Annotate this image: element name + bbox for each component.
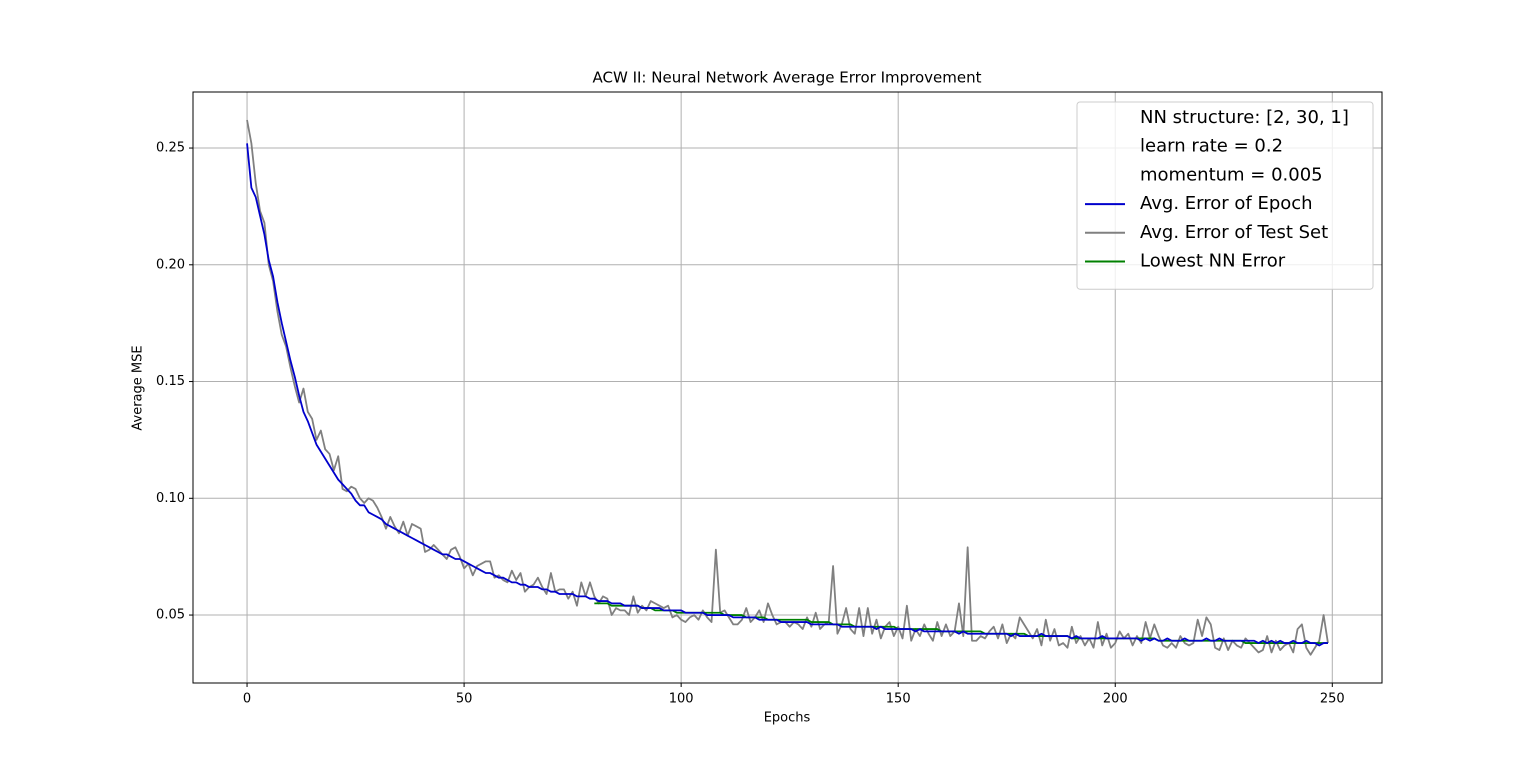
legend-box	[1076, 101, 1374, 290]
legend-note: learn rate = 0.2	[1140, 136, 1283, 157]
y-tick-label: 0.10	[156, 491, 185, 506]
legend-note: NN structure: [2, 30, 1]	[1140, 107, 1349, 128]
x-tick-label: 200	[1103, 692, 1128, 707]
x-tick-label: 50	[456, 692, 473, 707]
data-line	[246, 119, 1329, 656]
x-tick-label: 250	[1320, 692, 1345, 707]
y-axis-label: Average MSE	[131, 345, 146, 430]
legend-note: momentum = 0.005	[1140, 164, 1323, 185]
data-line	[246, 143, 1328, 647]
plot-frame	[192, 91, 1383, 684]
y-tick-label: 0.05	[156, 608, 185, 623]
y-tick-label: 0.25	[156, 141, 185, 156]
x-axis-label: Epochs	[764, 711, 811, 726]
y-tick-label: 0.20	[156, 257, 185, 272]
legend-label: Avg. Error of Epoch	[1140, 193, 1313, 214]
y-tick-label: 0.15	[156, 374, 185, 389]
chart-title: ACW II: Neural Network Average Error Imp…	[593, 69, 982, 87]
x-tick-label: 150	[886, 692, 911, 707]
legend-label: Avg. Error of Test Set	[1140, 222, 1328, 243]
data-line	[594, 602, 1328, 644]
x-tick-label: 100	[669, 692, 694, 707]
x-tick-label: 0	[243, 692, 251, 707]
legend-label: Lowest NN Error	[1140, 251, 1286, 272]
